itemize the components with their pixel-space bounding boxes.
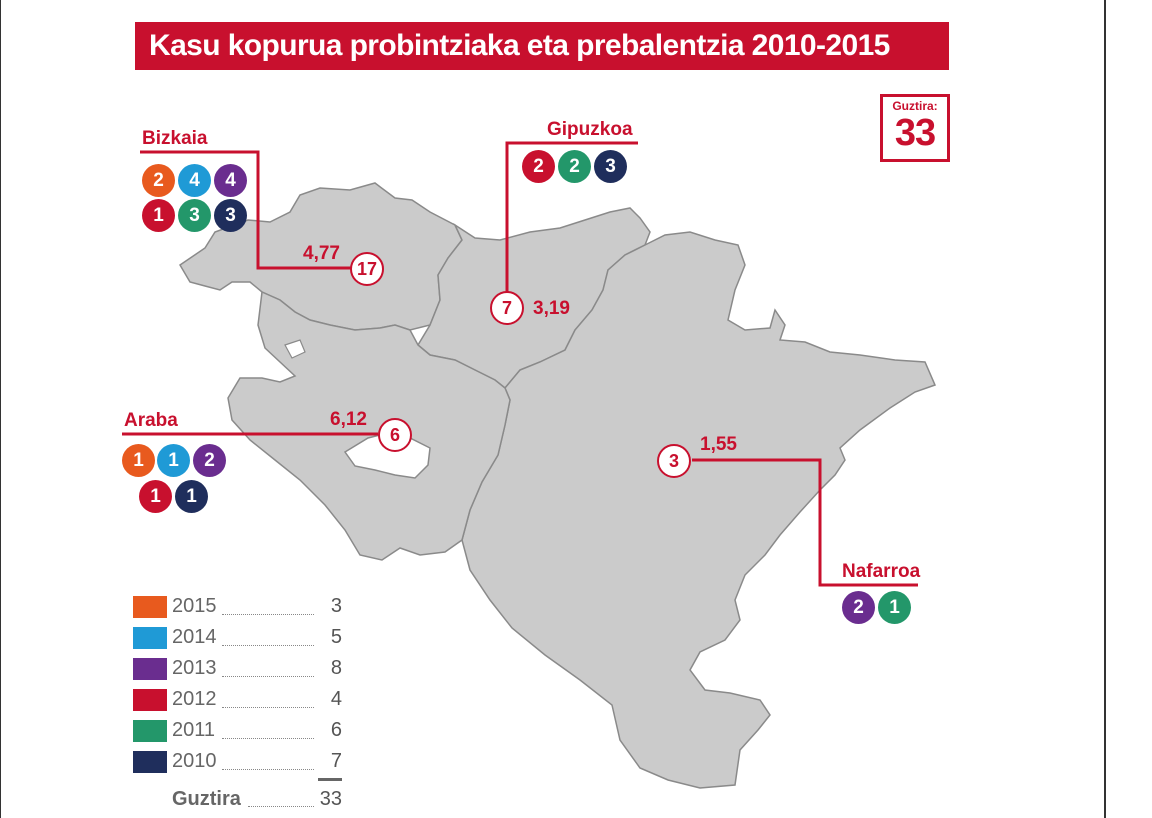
- nafarroa-count-2011: 1: [878, 591, 911, 624]
- gipuzkoa-count-2012: 2: [522, 150, 555, 183]
- legend-year-2010: 2010: [172, 750, 217, 772]
- araba-count-2013: 2: [193, 444, 226, 477]
- province-name-nafarroa: Nafarroa: [842, 561, 921, 582]
- legend-count-2012: 4: [330, 688, 342, 710]
- total-value: 33: [894, 112, 936, 154]
- leader-line-nafarroa: [692, 458, 918, 587]
- total-label: Guztira:: [892, 99, 938, 113]
- legend-year-2014: 2014: [172, 626, 217, 648]
- province-name-gipuzkoa: Gipuzkoa: [547, 119, 633, 140]
- enclave-coast-shape: [284, 339, 306, 359]
- legend-count-2013: 8: [330, 657, 342, 679]
- prevalence-araba: 6,12: [330, 409, 367, 430]
- araba-count-2015: 1: [122, 444, 155, 477]
- legend-swatch-2015: [133, 596, 167, 618]
- legend-leader-2013: [222, 676, 314, 677]
- frame-right-border: [1104, 0, 1106, 818]
- cases-araba[interactable]: 6: [378, 418, 412, 452]
- province-araba-shape[interactable]: [227, 290, 511, 561]
- legend-year-2013: 2013: [172, 657, 217, 679]
- title-bar: Kasu kopurua probintziaka eta prebalentz…: [135, 22, 949, 70]
- legend-swatch-2010: [133, 751, 167, 773]
- legend-total-rule: [318, 778, 342, 781]
- legend-leader-total: [248, 806, 314, 807]
- gipuzkoa-count-2011: 2: [558, 150, 591, 183]
- araba-count-2012: 1: [139, 480, 172, 513]
- legend-leader-2014: [222, 645, 314, 646]
- province-name-araba: Araba: [124, 410, 178, 431]
- legend-count-2010: 7: [330, 750, 342, 772]
- legend-count-2015: 3: [330, 595, 342, 617]
- legend-swatch-2013: [133, 658, 167, 680]
- araba-count-2010: 1: [175, 480, 208, 513]
- legend-leader-2011: [222, 738, 314, 739]
- legend-leader-2012: [222, 707, 314, 708]
- legend-swatch-2012: [133, 689, 167, 711]
- nafarroa-count-2013: 2: [842, 591, 875, 624]
- bizkaia-count-2011: 3: [178, 199, 211, 232]
- bizkaia-count-2015: 2: [142, 164, 175, 197]
- cases-nafarroa[interactable]: 3: [657, 444, 691, 478]
- legend-year-2011: 2011: [172, 719, 216, 741]
- frame-left-border: [0, 0, 1, 818]
- cases-bizkaia[interactable]: 17: [350, 252, 384, 286]
- legend-year-2012: 2012: [172, 688, 217, 710]
- legend-leader-2010: [222, 769, 314, 770]
- legend-count-2011: 6: [330, 719, 342, 741]
- legend-swatch-2011: [133, 720, 167, 742]
- bizkaia-count-2014: 4: [178, 164, 211, 197]
- province-name-bizkaia: Bizkaia: [142, 128, 208, 149]
- bizkaia-count-2013: 4: [214, 164, 247, 197]
- gipuzkoa-count-2010: 3: [594, 150, 627, 183]
- legend-total-label: Guztira: [172, 788, 241, 810]
- legend-swatch-2014: [133, 627, 167, 649]
- map-title: Kasu kopurua probintziaka eta prebalentz…: [149, 29, 890, 62]
- legend-count-2014: 5: [330, 626, 342, 648]
- legend-year-2015: 2015: [172, 595, 217, 617]
- total-box: Guztira: 33: [880, 94, 950, 162]
- bizkaia-count-2012: 1: [142, 199, 175, 232]
- leader-line-bizkaia: [140, 150, 352, 270]
- prevalence-gipuzkoa: 3,19: [533, 298, 570, 319]
- legend-leader-2015: [222, 614, 314, 615]
- prevalence-nafarroa: 1,55: [700, 434, 737, 455]
- araba-count-2014: 1: [157, 444, 190, 477]
- legend-total-value: 33: [319, 788, 342, 810]
- leader-line-gipuzkoa: [505, 141, 638, 292]
- prevalence-bizkaia: 4,77: [303, 243, 340, 264]
- cases-gipuzkoa[interactable]: 7: [490, 291, 524, 325]
- bizkaia-count-2010: 3: [214, 199, 247, 232]
